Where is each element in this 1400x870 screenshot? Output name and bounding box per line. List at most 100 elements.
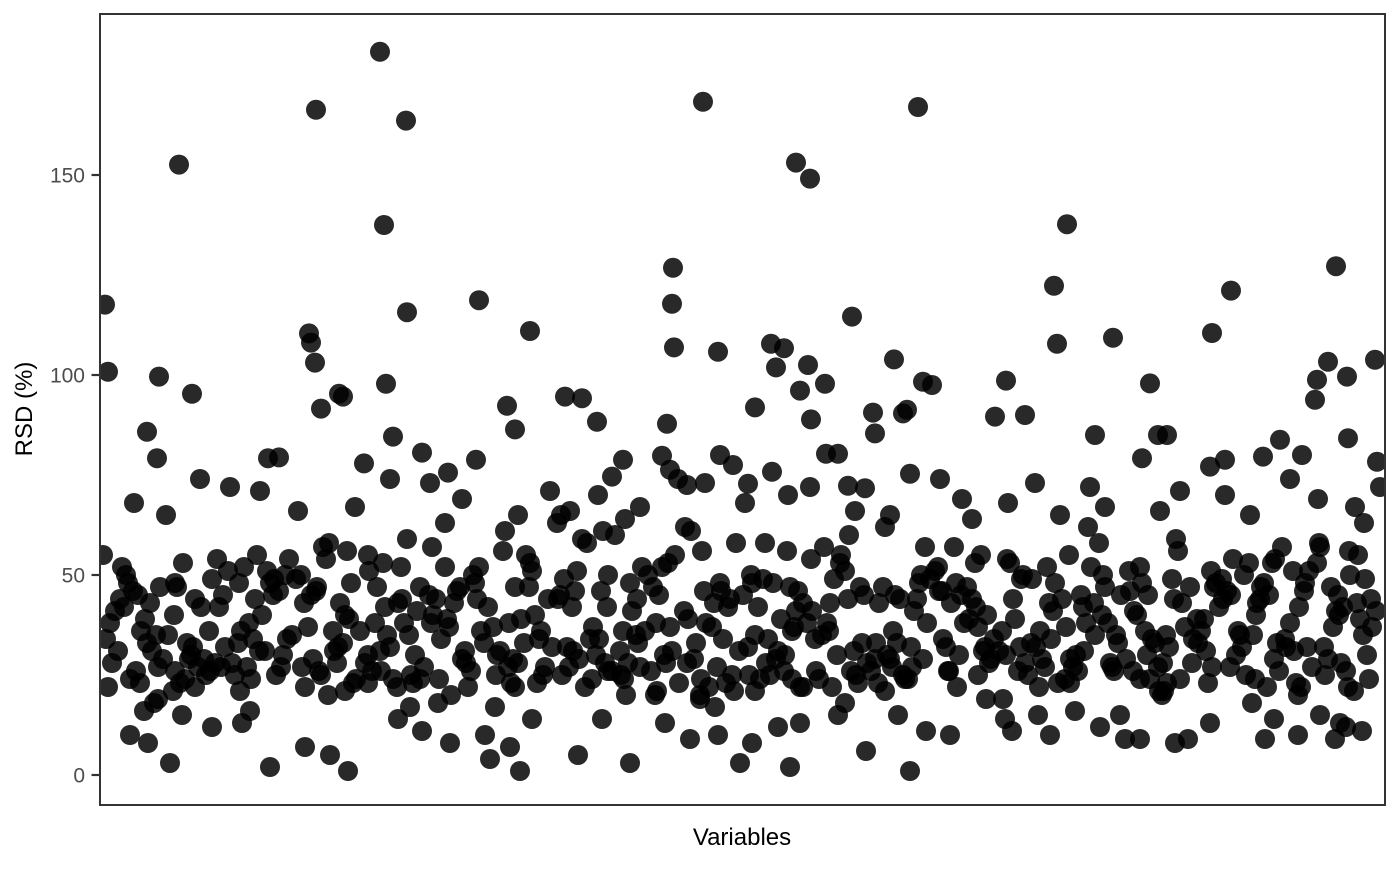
data-point [828, 443, 848, 464]
data-point [1305, 389, 1325, 410]
data-point [820, 593, 840, 613]
data-point [335, 681, 355, 701]
data-point [1025, 473, 1045, 493]
data-point [1156, 625, 1176, 645]
data-point [944, 537, 964, 557]
data-point [591, 581, 611, 601]
data-point [1288, 725, 1308, 745]
data-point [883, 621, 903, 641]
data-point [930, 469, 950, 489]
data-point [782, 621, 802, 641]
data-point [602, 466, 622, 487]
data-point [838, 475, 858, 496]
data-point [1240, 505, 1260, 525]
x-axis-title: Variables [693, 824, 791, 851]
data-point [993, 689, 1013, 709]
data-point [1119, 561, 1139, 581]
data-point [658, 553, 678, 573]
data-point [1289, 597, 1309, 617]
data-point [1115, 729, 1135, 749]
data-point [1005, 609, 1025, 629]
data-point [856, 741, 876, 761]
data-point [1323, 617, 1343, 637]
data-point [1073, 597, 1093, 617]
data-point [1029, 677, 1049, 697]
data-point [497, 395, 517, 416]
y-tick-label: 50 [62, 565, 85, 588]
data-point [691, 669, 711, 689]
data-point [410, 669, 430, 689]
data-point [778, 485, 798, 505]
data-point [1056, 617, 1076, 637]
data-point [1353, 625, 1373, 645]
data-point [269, 447, 289, 468]
data-point [140, 593, 160, 613]
data-point [1307, 553, 1327, 573]
data-point [100, 361, 118, 382]
data-point [164, 605, 184, 625]
data-point [875, 681, 895, 701]
data-point [220, 477, 240, 497]
data-point [1202, 657, 1222, 677]
data-point [748, 597, 768, 617]
data-point [345, 497, 365, 517]
data-point [550, 585, 570, 605]
data-point [150, 577, 170, 597]
data-point [1272, 537, 1292, 557]
data-point [1132, 573, 1152, 593]
data-point [938, 661, 958, 681]
data-point [1044, 275, 1064, 296]
data-point [1326, 256, 1346, 277]
data-point [1168, 541, 1188, 561]
data-point [100, 613, 120, 633]
data-point [173, 553, 193, 573]
data-point [723, 455, 743, 475]
y-tick-label: 100 [50, 365, 85, 388]
data-point [1198, 673, 1218, 693]
data-point [1095, 577, 1115, 597]
data-point [572, 388, 592, 409]
data-point [1085, 425, 1105, 445]
data-point [1228, 621, 1248, 641]
data-point [522, 709, 542, 729]
data-point [500, 737, 520, 757]
data-point [777, 541, 797, 561]
data-point [247, 545, 267, 565]
data-point [1003, 589, 1023, 609]
data-point [745, 397, 765, 418]
data-point [397, 529, 417, 549]
data-point [627, 589, 647, 609]
data-point [1221, 280, 1241, 301]
data-point [733, 585, 753, 605]
data-point [947, 677, 967, 697]
data-point [327, 653, 347, 673]
y-axis-title: RSD (%) [11, 362, 38, 457]
data-point [645, 685, 665, 705]
data-point [1367, 451, 1385, 472]
data-point [485, 697, 505, 717]
data-point [243, 629, 263, 649]
data-point [1264, 649, 1284, 669]
data-point [774, 338, 794, 359]
data-point [250, 481, 270, 501]
data-point [230, 681, 250, 701]
data-point [458, 677, 478, 697]
data-point [668, 469, 688, 489]
data-point [686, 633, 706, 653]
data-point [880, 505, 900, 525]
data-point [505, 677, 525, 697]
data-point [620, 573, 640, 593]
data-point [780, 757, 800, 777]
data-point [452, 489, 472, 509]
data-point [1209, 597, 1229, 617]
data-point [663, 257, 683, 278]
data-point [646, 613, 666, 633]
data-point [615, 509, 635, 529]
data-point [580, 629, 600, 649]
data-point [1076, 613, 1096, 633]
data-point [1065, 701, 1085, 721]
data-point [520, 321, 540, 341]
data-point [738, 473, 758, 494]
data-point [968, 665, 988, 685]
data-point [1325, 729, 1345, 749]
